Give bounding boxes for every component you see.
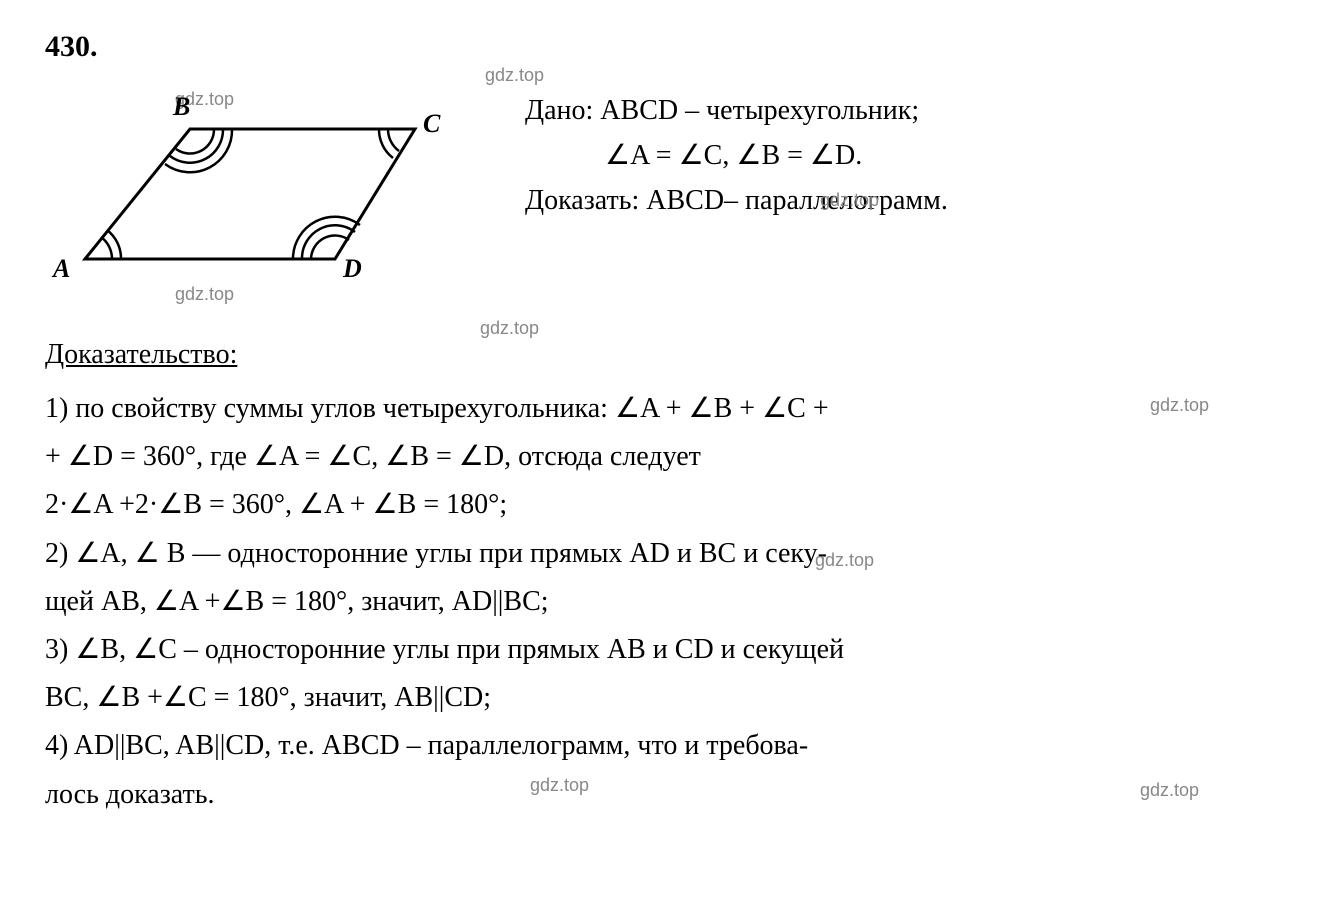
watermark: gdz.top	[485, 65, 544, 86]
proof-line: лось доказать.	[45, 772, 1284, 818]
vertex-label-B: B	[173, 92, 190, 122]
given-section: Дано: ABCD – четырехугольник; ∠A = ∠C, ∠…	[525, 89, 1284, 223]
watermark: gdz.top	[815, 550, 874, 571]
proof-line: щей AB, ∠A +∠B = 180°, значит, AD||BC;	[45, 579, 1284, 625]
proof-line: 3) ∠B, ∠C – односторонние углы при прямы…	[45, 627, 1284, 673]
watermark: gdz.top	[175, 284, 234, 305]
proof-label: Доказательство:	[45, 339, 1284, 371]
proof-line: 4) AD||BC, AB||CD, т.е. ABCD – параллело…	[45, 723, 1284, 769]
given-line1: Дано: ABCD – четырехугольник;	[525, 89, 1284, 134]
proof-line: 2·∠A +2·∠B = 360°, ∠A + ∠B = 180°;	[45, 482, 1284, 528]
proof-content: 1) по свойству суммы углов четырехугольн…	[45, 386, 1284, 818]
watermark: gdz.top	[1140, 780, 1199, 801]
top-section: gdz.top A B C D gdz.top Дано: ABCD – чет…	[45, 89, 1284, 309]
given-line3: Доказать: ABCD– параллелограмм.	[525, 179, 1284, 224]
proof-line: + ∠D = 360°, где ∠A = ∠C, ∠B = ∠D, отсюд…	[45, 434, 1284, 480]
proof-line: BC, ∠B +∠C = 180°, значит, AB||CD;	[45, 675, 1284, 721]
proof-line: 1) по свойству суммы углов четырехугольн…	[45, 386, 1284, 432]
watermark: gdz.top	[820, 190, 879, 211]
vertex-label-A: A	[53, 254, 70, 284]
given-line2: ∠A = ∠C, ∠B = ∠D.	[525, 134, 1284, 179]
diagram-container: gdz.top A B C D gdz.top	[45, 89, 465, 309]
problem-number: 430.	[45, 30, 1284, 64]
vertex-label-D: D	[343, 254, 362, 284]
watermark: gdz.top	[480, 318, 539, 339]
watermark: gdz.top	[530, 775, 589, 796]
vertex-label-C: C	[423, 109, 440, 139]
proof-line: 2) ∠A, ∠ B — односторонние углы при прям…	[45, 531, 1284, 577]
watermark: gdz.top	[1150, 395, 1209, 416]
parallelogram-diagram	[45, 89, 465, 309]
